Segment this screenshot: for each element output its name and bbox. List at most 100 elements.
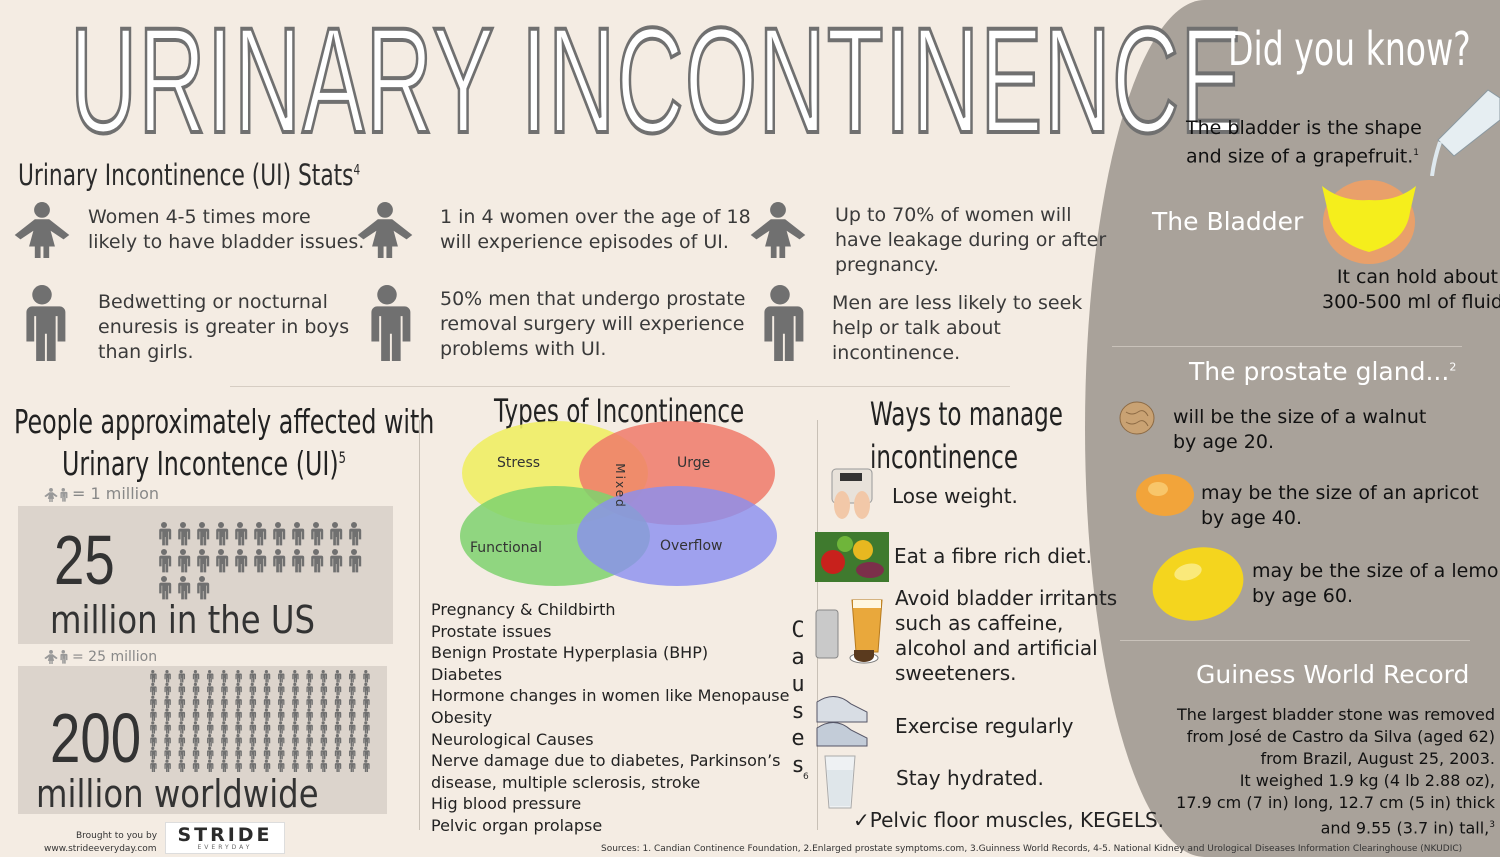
sneakers-icon — [816, 696, 868, 747]
record-line: The largest bladder stone was removed — [1176, 705, 1495, 724]
person-pictogram — [277, 708, 285, 721]
person-pictogram — [253, 549, 267, 573]
person-pictogram — [235, 708, 242, 721]
stats-heading-text: Urinary Incontinence (UI) Stats — [18, 158, 354, 192]
person-pictogram — [277, 734, 285, 747]
person-pictogram — [192, 746, 200, 760]
cause-item: Neurological Causes — [431, 729, 594, 749]
person-pictogram — [235, 682, 242, 696]
prostate-line: may be the size of an apricot — [1201, 482, 1479, 504]
person-pictogram — [306, 670, 313, 683]
cause-item: Diabetes — [431, 664, 503, 684]
person-pictogram — [291, 522, 305, 546]
person-pictogram — [291, 695, 299, 709]
causes-sup: 6 — [803, 772, 809, 782]
person-pictogram — [306, 682, 313, 696]
man-icon — [762, 285, 804, 361]
cause-item: Nerve damage due to diabetes, Parkinson’… — [431, 751, 781, 771]
pouring-water-icon — [1430, 89, 1500, 176]
divider — [230, 386, 1010, 387]
person-pictogram — [263, 721, 271, 734]
person-pictogram — [334, 695, 342, 709]
person-pictogram — [178, 708, 186, 721]
person-pictogram — [192, 670, 200, 683]
scale-icon — [831, 468, 873, 519]
person-pictogram — [348, 721, 356, 734]
venn-label-stress: Stress — [497, 455, 540, 471]
cause-item: disease, multiple sclerosis, stroke — [431, 772, 701, 792]
person-pictogram — [263, 708, 271, 721]
person-pictogram — [348, 549, 362, 573]
manage-line: Avoid bladder irritants — [895, 586, 1118, 610]
stat-line: 1 in 4 women over the age of 18 — [440, 206, 751, 228]
prostate-item: may be the size of an apricot by age 40. — [1201, 481, 1479, 531]
man-icon — [24, 285, 66, 361]
prostate-line: will be the size of a walnut — [1173, 406, 1427, 428]
person-pictogram — [249, 708, 257, 721]
manage-heading-line2: incontinence — [870, 438, 1019, 476]
person-pictogram — [291, 759, 299, 772]
person-pictogram — [334, 708, 342, 721]
person-pictogram — [334, 759, 342, 772]
record-sup: 3 — [1489, 820, 1495, 830]
prostate-heading-sup: 2 — [1449, 360, 1457, 374]
person-pictogram — [362, 746, 370, 760]
prostate-item: may be the size of a lemon by age 60. — [1252, 559, 1500, 609]
person-pictogram — [149, 695, 157, 709]
woman-icon — [44, 649, 68, 665]
stat-line: will experience episodes of UI. — [440, 231, 729, 253]
divider — [1120, 640, 1470, 641]
person-pictogram — [362, 721, 370, 734]
venn-overflow — [577, 486, 777, 586]
record-line: and 9.55 (3.7 in) tall, — [1320, 818, 1490, 838]
prostate-item: will be the size of a walnut by age 20. — [1173, 405, 1426, 455]
legend-label: = 1 million — [72, 484, 160, 503]
stat-item: 1 in 4 women over the age of 18 will expe… — [440, 205, 751, 255]
walnut-icon — [1119, 401, 1155, 435]
person-pictogram — [291, 682, 299, 696]
person-pictogram — [164, 708, 171, 721]
person-pictogram — [334, 734, 342, 747]
did-you-know-heading: Did you know? — [1228, 22, 1471, 76]
cause-item: Benign Prostate Hyperplasia (BHP) — [431, 643, 709, 663]
person-pictogram — [277, 721, 285, 734]
bladder-fact-line: and size of a grapefruit. — [1186, 145, 1414, 168]
stat-line: problems with UI. — [440, 338, 607, 360]
person-pictogram — [206, 721, 214, 734]
cause-item: Pelvic organ prolapse — [431, 815, 603, 835]
person-pictogram — [306, 721, 313, 734]
person-pictogram — [306, 708, 313, 721]
stat-line: enuresis is greater in boys — [98, 316, 350, 338]
person-pictogram — [220, 734, 228, 747]
divider — [419, 420, 420, 830]
manage-heading-line1: Ways to manage — [870, 395, 1063, 433]
person-pictogram — [158, 549, 172, 573]
cause-item: Hormone changes in women like Menopause — [431, 686, 790, 706]
bladder-capacity: It can hold about 300-500 ml of fluid. — [1322, 265, 1500, 315]
person-pictogram — [320, 721, 328, 734]
drinks-icon — [815, 599, 883, 664]
person-pictogram — [249, 695, 257, 709]
person-pictogram — [310, 522, 324, 546]
apricot-icon — [1136, 474, 1194, 516]
person-pictogram — [306, 695, 313, 709]
footer-url[interactable]: www.strideeveryday.com — [44, 844, 157, 854]
person-pictogram — [320, 695, 328, 709]
person-pictogram — [164, 721, 171, 734]
person-pictogram — [249, 759, 257, 772]
stats-heading: Urinary Incontinence (UI) Stats4 — [18, 158, 360, 192]
manage-item: Exercise regularly — [895, 714, 1074, 738]
person-pictogram — [249, 746, 257, 760]
check-icon: ✓ — [853, 808, 870, 832]
person-pictogram — [320, 682, 328, 696]
record-heading: Guiness World Record — [1196, 660, 1470, 689]
person-pictogram — [220, 759, 228, 772]
world-box — [18, 666, 387, 814]
person-pictogram — [277, 746, 285, 760]
person-pictogram — [206, 708, 214, 721]
stride-logo[interactable]: STRIDE EVERYDAY — [165, 822, 285, 854]
person-pictogram — [206, 746, 214, 760]
person-pictogram — [348, 670, 356, 683]
prostate-line: may be the size of a lemon — [1252, 560, 1500, 582]
person-pictogram — [220, 670, 228, 683]
